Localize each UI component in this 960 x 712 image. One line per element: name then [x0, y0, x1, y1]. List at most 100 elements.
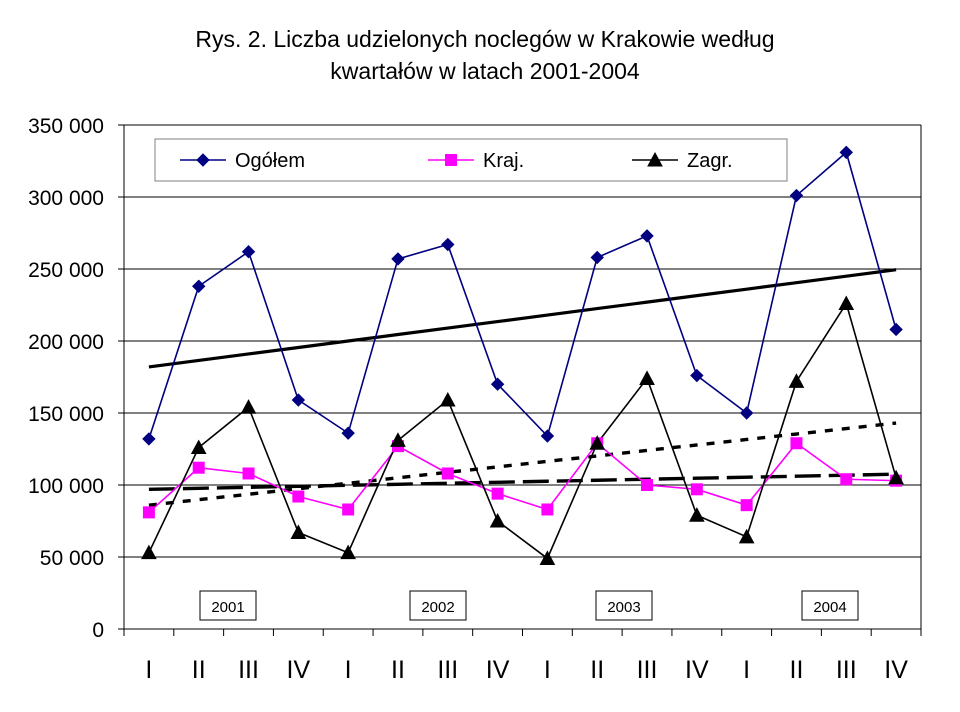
data-point: [439, 391, 456, 407]
data-point: [341, 426, 355, 440]
data-point: [639, 370, 655, 385]
legend-marker: [647, 151, 663, 167]
data-point: [441, 237, 455, 252]
year-label-box: [409, 590, 467, 621]
data-point: [340, 544, 356, 560]
data-point: [491, 487, 504, 500]
data-point: [640, 229, 654, 243]
y-tick-label: 250 000: [28, 259, 104, 282]
axes: 0 50 000 100 000 150 000 200 000 250 000 300 0…: [28, 115, 922, 684]
data-point: [540, 429, 555, 443]
x-tick-label: IV: [884, 656, 908, 684]
data-point: [390, 432, 406, 447]
x-tick-label: I: [743, 656, 750, 684]
grid: [124, 124, 921, 558]
data-point: [291, 393, 306, 407]
year-label-box: [595, 590, 653, 621]
trendline-dotted: [148, 421, 897, 507]
x-tick-label: III: [238, 656, 259, 684]
y-tick-label: 100 000: [28, 475, 104, 498]
data-point: [690, 483, 703, 496]
year-label-box: [199, 590, 257, 621]
data-point: [738, 528, 755, 544]
series-lines: [148, 150, 897, 560]
data-point: [240, 399, 257, 414]
series-line: [148, 442, 897, 513]
data-point: [192, 279, 206, 293]
y-tick-label: 300 000: [28, 187, 104, 210]
data-point: [589, 435, 606, 450]
data-point: [739, 406, 754, 420]
y-tick-label: 200 000: [28, 331, 104, 354]
data-point: [539, 550, 556, 565]
data-point: [838, 295, 855, 311]
data-point: [840, 473, 853, 486]
data-point: [241, 245, 256, 259]
data-point: [142, 506, 155, 519]
trendline-dashed: [148, 472, 897, 492]
data-point: [489, 512, 506, 528]
data-point: [690, 368, 704, 383]
data-point: [839, 145, 853, 160]
series-line: [148, 301, 897, 560]
data-point: [142, 432, 156, 446]
year-label: 2003: [607, 599, 640, 616]
data-point: [641, 479, 654, 491]
data-point: [590, 250, 604, 265]
data-point: [888, 469, 904, 485]
x-tick-label: II: [790, 656, 804, 684]
data-point: [290, 524, 307, 540]
y-tick-label: 350 000: [28, 115, 104, 138]
data-point: [391, 252, 405, 266]
data-point: [141, 544, 157, 560]
legend-label: Ogółem: [235, 150, 305, 172]
data-point: [889, 322, 903, 337]
x-tick-label: III: [437, 656, 458, 684]
legend-label: Zagr.: [687, 150, 733, 172]
x-tick-label: II: [192, 656, 206, 684]
series-markers: [141, 145, 904, 565]
year-labels: 2001 2002 2003 2004: [199, 590, 859, 621]
legend-marker: [445, 154, 457, 166]
x-tick-label: III: [836, 656, 857, 684]
data-point: [788, 373, 805, 388]
year-label: 2001: [211, 599, 244, 616]
data-point: [192, 461, 205, 474]
y-tick-label: 0: [92, 619, 104, 642]
data-point: [790, 437, 803, 450]
x-tick-label: II: [391, 656, 405, 684]
data-point: [190, 439, 207, 455]
legend-marker: [196, 153, 210, 167]
data-point: [689, 507, 705, 522]
x-tick-label: I: [544, 656, 551, 684]
x-tick-label: II: [590, 656, 604, 684]
legend: Ogółem Kraj. Zagr.: [154, 138, 788, 182]
year-label-box: [801, 590, 859, 621]
chart-title-line-2: kwartałów w latach 2001-2004: [330, 58, 640, 84]
year-label: 2004: [813, 599, 846, 616]
x-tick-label: IV: [486, 656, 510, 684]
x-tick-label: I: [345, 656, 352, 684]
chart-title-line-1: Rys. 2. Liczba udzielonych noclegów w Kr…: [195, 26, 775, 52]
data-point: [441, 467, 454, 480]
data-point: [292, 490, 305, 503]
y-tick-label: 50 000: [40, 547, 104, 570]
year-label: 2002: [421, 599, 454, 616]
y-tick-label: 150 000: [28, 403, 104, 426]
data-point: [342, 503, 355, 516]
x-tick-label: I: [145, 656, 152, 684]
legend-label: Kraj.: [483, 150, 524, 172]
data-point: [740, 499, 753, 512]
data-point: [490, 377, 505, 391]
x-tick-label: IV: [685, 656, 709, 684]
data-point: [242, 467, 255, 480]
x-tick-label: IV: [287, 656, 311, 684]
series-line: [148, 150, 897, 440]
data-point: [789, 188, 804, 203]
trendlines: [148, 268, 897, 507]
x-tick-label: III: [637, 656, 658, 684]
data-point: [541, 503, 554, 516]
trendline-solid: [148, 268, 897, 369]
